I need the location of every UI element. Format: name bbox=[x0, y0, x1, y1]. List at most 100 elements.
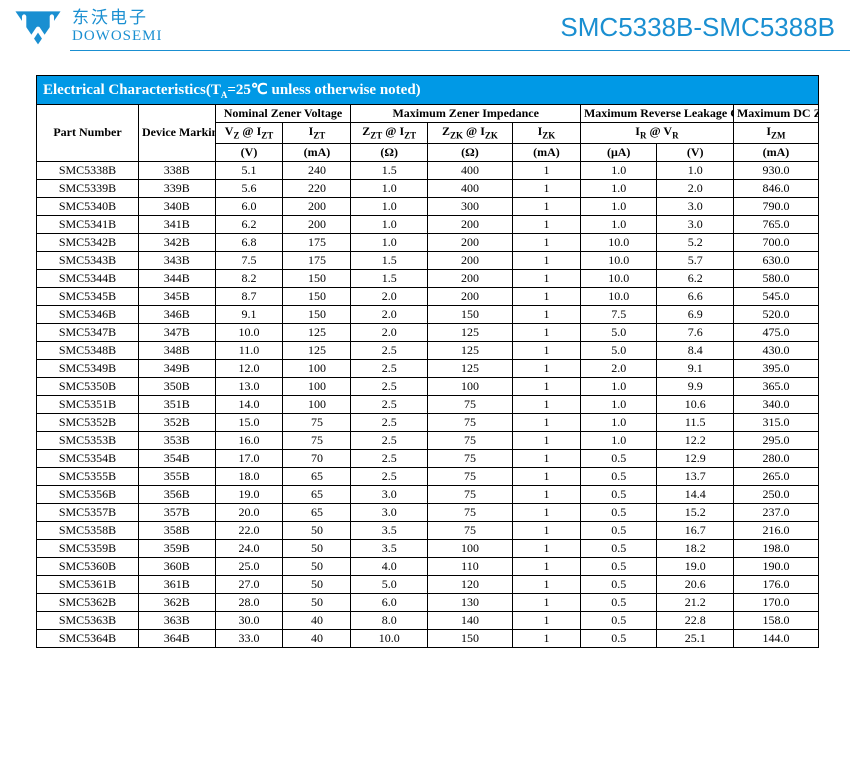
content-area: Electrical Characteristics(TA=25℃ unless… bbox=[0, 51, 855, 648]
table-cell: 220 bbox=[283, 179, 351, 197]
table-cell: 700.0 bbox=[733, 233, 818, 251]
table-cell: 1 bbox=[512, 521, 580, 539]
table-cell: 17.0 bbox=[215, 449, 283, 467]
table-cell: 12.0 bbox=[215, 359, 283, 377]
table-cell: 1.0 bbox=[580, 377, 657, 395]
table-cell: 315.0 bbox=[733, 413, 818, 431]
table-cell: 125 bbox=[283, 323, 351, 341]
logo-block: 东沃电子 DOWOSEMI bbox=[12, 6, 163, 48]
table-cell: 300 bbox=[427, 197, 512, 215]
table-cell: 22.8 bbox=[657, 611, 734, 629]
col-marking: Device Marking Code bbox=[139, 105, 216, 162]
table-cell: 75 bbox=[283, 413, 351, 431]
colgroup-izm: Maximum DC Zener Current bbox=[733, 105, 818, 123]
table-cell: SMC5364B bbox=[37, 629, 139, 647]
table-cell: 765.0 bbox=[733, 215, 818, 233]
table-cell: 65 bbox=[283, 467, 351, 485]
table-cell: 6.8 bbox=[215, 233, 283, 251]
company-name-cn: 东沃电子 bbox=[72, 9, 163, 28]
table-cell: 33.0 bbox=[215, 629, 283, 647]
table-cell: 50 bbox=[283, 539, 351, 557]
table-cell: 200 bbox=[427, 251, 512, 269]
table-cell: 65 bbox=[283, 503, 351, 521]
table-cell: 40 bbox=[283, 611, 351, 629]
table-cell: 75 bbox=[427, 395, 512, 413]
table-cell: SMC5359B bbox=[37, 539, 139, 557]
table-row: SMC5361B361B27.0505.012010.520.6176.0 bbox=[37, 575, 819, 593]
table-cell: 1.0 bbox=[351, 215, 428, 233]
table-cell: 100 bbox=[427, 377, 512, 395]
table-cell: 1.0 bbox=[580, 197, 657, 215]
table-cell: 790.0 bbox=[733, 197, 818, 215]
table-cell: SMC5345B bbox=[37, 287, 139, 305]
table-cell: 6.2 bbox=[657, 269, 734, 287]
table-cell: 1 bbox=[512, 449, 580, 467]
table-cell: 2.5 bbox=[351, 467, 428, 485]
table-row: SMC5359B359B24.0503.510010.518.2198.0 bbox=[37, 539, 819, 557]
table-cell: 10.0 bbox=[580, 251, 657, 269]
table-cell: 846.0 bbox=[733, 179, 818, 197]
table-cell: 0.5 bbox=[580, 611, 657, 629]
table-cell: 341B bbox=[139, 215, 216, 233]
table-cell: 7.6 bbox=[657, 323, 734, 341]
table-cell: 2.5 bbox=[351, 359, 428, 377]
table-row: SMC5363B363B30.0408.014010.522.8158.0 bbox=[37, 611, 819, 629]
table-cell: 40 bbox=[283, 629, 351, 647]
table-cell: 240 bbox=[283, 161, 351, 179]
table-body: SMC5338B338B5.12401.540011.01.0930.0SMC5… bbox=[37, 161, 819, 647]
table-cell: 1 bbox=[512, 323, 580, 341]
table-cell: 19.0 bbox=[215, 485, 283, 503]
table-cell: 1.5 bbox=[351, 161, 428, 179]
table-cell: 100 bbox=[283, 377, 351, 395]
table-cell: 280.0 bbox=[733, 449, 818, 467]
table-row: SMC5358B358B22.0503.57510.516.7216.0 bbox=[37, 521, 819, 539]
table-row: SMC5362B362B28.0506.013010.521.2170.0 bbox=[37, 593, 819, 611]
table-cell: 14.4 bbox=[657, 485, 734, 503]
company-name-en: DOWOSEMI bbox=[72, 28, 163, 45]
table-cell: 2.5 bbox=[351, 449, 428, 467]
table-cell: 144.0 bbox=[733, 629, 818, 647]
table-cell: 352B bbox=[139, 413, 216, 431]
table-cell: 21.2 bbox=[657, 593, 734, 611]
table-cell: SMC5339B bbox=[37, 179, 139, 197]
table-cell: 75 bbox=[427, 467, 512, 485]
table-cell: SMC5343B bbox=[37, 251, 139, 269]
table-cell: 50 bbox=[283, 593, 351, 611]
table-cell: 10.0 bbox=[351, 629, 428, 647]
table-cell: 5.7 bbox=[657, 251, 734, 269]
table-cell: SMC5362B bbox=[37, 593, 139, 611]
table-cell: 8.7 bbox=[215, 287, 283, 305]
table-cell: 930.0 bbox=[733, 161, 818, 179]
param-ir: IR @ VR bbox=[580, 123, 733, 144]
table-cell: 342B bbox=[139, 233, 216, 251]
table-cell: 346B bbox=[139, 305, 216, 323]
table-cell: 200 bbox=[427, 233, 512, 251]
table-cell: 2.5 bbox=[351, 377, 428, 395]
table-cell: SMC5342B bbox=[37, 233, 139, 251]
table-cell: 345B bbox=[139, 287, 216, 305]
table-cell: 10.0 bbox=[215, 323, 283, 341]
table-cell: SMC5355B bbox=[37, 467, 139, 485]
table-cell: 100 bbox=[427, 539, 512, 557]
table-cell: 365.0 bbox=[733, 377, 818, 395]
table-cell: SMC5361B bbox=[37, 575, 139, 593]
table-cell: 125 bbox=[427, 359, 512, 377]
colgroup-zener-v: Nominal Zener Voltage bbox=[215, 105, 351, 123]
table-cell: 1 bbox=[512, 413, 580, 431]
table-cell: SMC5338B bbox=[37, 161, 139, 179]
table-cell: 353B bbox=[139, 431, 216, 449]
table-cell: 9.1 bbox=[657, 359, 734, 377]
table-row: SMC5338B338B5.12401.540011.01.0930.0 bbox=[37, 161, 819, 179]
table-cell: SMC5354B bbox=[37, 449, 139, 467]
table-cell: 1.0 bbox=[580, 215, 657, 233]
table-cell: 200 bbox=[283, 197, 351, 215]
table-cell: 1 bbox=[512, 233, 580, 251]
table-row: SMC5340B340B6.02001.030011.03.0790.0 bbox=[37, 197, 819, 215]
unit-irua: (μA) bbox=[580, 143, 657, 161]
table-cell: 24.0 bbox=[215, 539, 283, 557]
unit-zzt: (Ω) bbox=[351, 143, 428, 161]
table-cell: 5.2 bbox=[657, 233, 734, 251]
table-cell: 400 bbox=[427, 161, 512, 179]
table-cell: 1 bbox=[512, 485, 580, 503]
table-cell: 1 bbox=[512, 611, 580, 629]
